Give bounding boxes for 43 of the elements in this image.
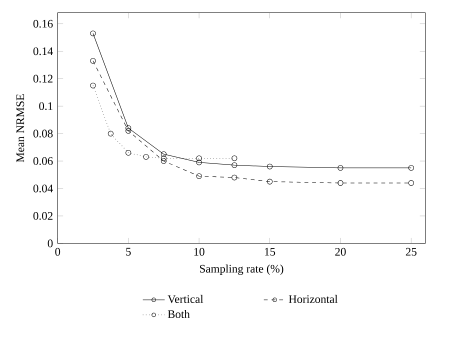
point [196,159,202,166]
legend-label: Horizontal [288,294,338,303]
x-tick-label: 15 [265,248,276,256]
x-axis-title: Sampling rate (%) [200,264,284,275]
legend-label: Both [168,310,190,318]
point [143,154,149,160]
point [126,128,132,134]
point [196,155,202,161]
point [232,155,238,161]
y-tick-label: 0.12 [33,74,52,82]
y-tick-label: 0.1 [39,102,52,110]
point [266,164,273,170]
point [232,162,238,168]
point [126,150,132,156]
point [90,82,96,88]
point [408,180,414,186]
y-axis-title: Mean NRMSE [16,94,24,162]
point [160,158,167,164]
x-tick-label: 5 [126,248,131,256]
y-tick-label: 0.14 [33,47,53,56]
point [196,173,202,179]
y-tick-label: 0.02 [33,212,52,220]
legend-label: Vertical [168,294,204,303]
y-tick-label: 0 [48,239,53,248]
point [266,178,273,184]
point [108,130,114,136]
y-tick-label: 0.08 [33,130,53,138]
x-tick-label: 0 [55,248,60,256]
point [408,164,414,171]
point [160,151,167,157]
point [126,125,132,131]
point [160,155,167,161]
y-tick-label: 0.16 [33,20,53,28]
x-tick-label: 25 [406,248,416,256]
x-tick-label: 10 [194,248,204,256]
point [338,180,344,186]
x-tick-label: 20 [335,248,346,256]
y-tick-label: 0.06 [33,156,53,165]
point [90,58,96,64]
point [338,164,344,171]
point [232,174,238,180]
y-tick-label: 0.04 [33,184,53,192]
point [90,30,96,36]
